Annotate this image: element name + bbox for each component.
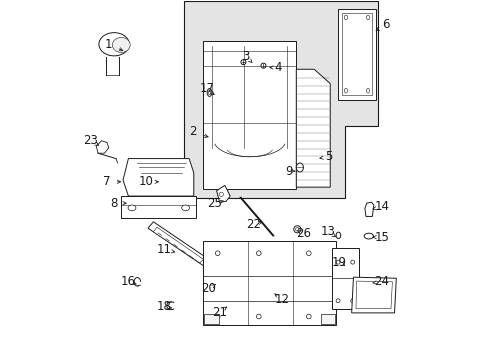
Ellipse shape — [112, 37, 130, 53]
Polygon shape — [337, 9, 375, 100]
Polygon shape — [203, 241, 335, 325]
Ellipse shape — [181, 205, 189, 211]
Polygon shape — [183, 1, 378, 198]
Text: 13: 13 — [320, 225, 335, 238]
Ellipse shape — [261, 63, 265, 68]
Text: 3: 3 — [242, 50, 249, 63]
Ellipse shape — [335, 260, 339, 264]
Text: 17: 17 — [199, 82, 214, 95]
Ellipse shape — [99, 33, 129, 56]
Polygon shape — [121, 196, 196, 217]
Polygon shape — [331, 248, 358, 309]
Polygon shape — [296, 69, 329, 187]
Text: 22: 22 — [245, 218, 261, 231]
Text: 11: 11 — [156, 243, 171, 256]
Ellipse shape — [208, 90, 210, 94]
Text: 15: 15 — [374, 231, 388, 244]
Polygon shape — [321, 314, 334, 324]
Ellipse shape — [344, 15, 347, 20]
Ellipse shape — [219, 192, 223, 197]
Text: 1: 1 — [105, 38, 112, 51]
Ellipse shape — [306, 251, 310, 256]
Text: 14: 14 — [374, 200, 389, 213]
Ellipse shape — [215, 314, 220, 319]
Ellipse shape — [350, 299, 354, 303]
Text: 12: 12 — [274, 293, 289, 306]
Polygon shape — [216, 185, 230, 202]
Text: 6: 6 — [381, 18, 388, 31]
Ellipse shape — [295, 228, 299, 231]
Text: 24: 24 — [374, 275, 389, 288]
Text: 20: 20 — [201, 283, 216, 296]
Ellipse shape — [366, 88, 369, 93]
Text: 16: 16 — [121, 275, 136, 288]
Ellipse shape — [335, 232, 340, 239]
Text: 4: 4 — [274, 61, 282, 74]
Text: 8: 8 — [110, 197, 118, 210]
Polygon shape — [364, 202, 373, 216]
Ellipse shape — [241, 60, 245, 64]
Text: 5: 5 — [324, 150, 331, 163]
Ellipse shape — [366, 15, 369, 20]
Polygon shape — [351, 277, 395, 313]
Text: 19: 19 — [331, 256, 346, 269]
Ellipse shape — [335, 299, 339, 303]
Ellipse shape — [128, 205, 136, 211]
Polygon shape — [355, 281, 391, 309]
Text: 26: 26 — [295, 227, 310, 240]
Ellipse shape — [293, 226, 300, 233]
Polygon shape — [204, 314, 218, 324]
Ellipse shape — [306, 314, 310, 319]
Text: 18: 18 — [156, 300, 171, 313]
Text: 9: 9 — [285, 165, 292, 177]
Ellipse shape — [344, 88, 347, 93]
Polygon shape — [342, 13, 371, 95]
Ellipse shape — [350, 260, 354, 264]
Ellipse shape — [364, 233, 373, 239]
Text: 23: 23 — [82, 134, 98, 147]
Ellipse shape — [215, 251, 220, 256]
Ellipse shape — [207, 89, 211, 96]
Ellipse shape — [256, 251, 261, 256]
Ellipse shape — [256, 314, 261, 319]
Ellipse shape — [296, 163, 303, 172]
Text: 10: 10 — [139, 175, 153, 188]
Text: 21: 21 — [212, 306, 226, 319]
Polygon shape — [148, 222, 208, 266]
Polygon shape — [203, 41, 296, 189]
Polygon shape — [96, 141, 108, 153]
Text: 2: 2 — [188, 125, 196, 138]
Polygon shape — [123, 158, 193, 196]
Polygon shape — [153, 227, 203, 263]
Text: 7: 7 — [103, 175, 110, 188]
Text: 25: 25 — [206, 197, 221, 210]
